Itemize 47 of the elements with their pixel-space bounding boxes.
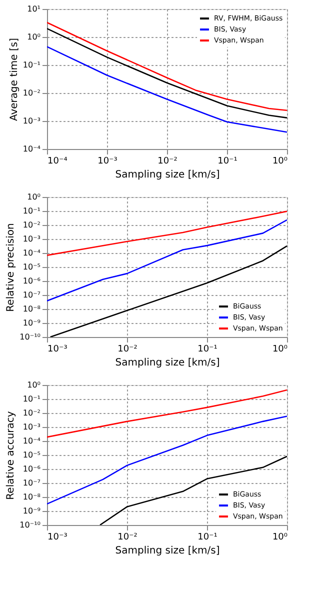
y-tick-label: 10⁻⁹ <box>22 318 40 328</box>
x-tick-label: 10⁰ <box>272 532 288 542</box>
x-axis-title: Sampling size [km/s] <box>115 358 220 368</box>
y-tick-label: 10⁻² <box>22 88 40 98</box>
y-tick-label: 10⁻⁸ <box>22 492 40 502</box>
y-tick-label: 10⁰ <box>27 380 40 390</box>
x-tick-label: 10⁻⁴ <box>48 156 68 166</box>
y-tick-label: 10⁻³ <box>22 422 40 432</box>
y-tick-label: 10⁻⁹ <box>22 506 40 516</box>
y-tick-label: 10⁻³ <box>22 234 40 244</box>
y-tick-label: 10⁻⁴ <box>22 248 40 258</box>
y-tick-label: 10⁻⁸ <box>22 304 40 314</box>
y-tick-label: 10¹ <box>27 4 40 14</box>
y-tick-label: 10⁻⁶ <box>22 464 40 474</box>
x-axis-title: Sampling size [km/s] <box>115 546 220 556</box>
x-tick-label: 10⁻¹ <box>198 344 218 354</box>
x-tick-label: 10⁻² <box>118 344 138 354</box>
x-tick-label: 10⁻¹ <box>198 532 218 542</box>
y-axis-title: Relative accuracy <box>6 411 17 500</box>
y-tick-label: 10⁻¹⁰ <box>20 520 40 530</box>
x-tick-label: 10⁻¹ <box>218 156 238 166</box>
y-tick-label: 10⁻⁵ <box>22 262 40 272</box>
y-axis-title: Relative precision <box>6 223 17 312</box>
y-tick-label: 10⁻² <box>22 220 40 230</box>
y-tick-label: 10⁻⁶ <box>22 276 40 286</box>
x-tick-label: 10⁻³ <box>48 532 68 542</box>
y-tick-label: 10⁻¹⁰ <box>20 332 40 342</box>
y-tick-label: 10⁰ <box>27 192 40 202</box>
y-tick-label: 10⁰ <box>27 32 40 42</box>
x-tick-label: 10⁻³ <box>98 156 118 166</box>
x-tick-label: 10⁻² <box>158 156 178 166</box>
x-tick-label: 10⁻² <box>118 532 138 542</box>
y-tick-label: 10⁻¹ <box>22 394 40 404</box>
x-tick-label: 10⁰ <box>272 156 288 166</box>
y-tick-label: 10⁻¹ <box>22 60 40 70</box>
y-tick-label: 10⁻⁴ <box>22 144 40 154</box>
y-tick-label: 10⁻⁵ <box>22 450 40 460</box>
x-tick-label: 10⁻³ <box>48 344 68 354</box>
y-tick-label: 10⁻⁷ <box>22 478 40 488</box>
y-tick-label: 10⁻⁷ <box>22 290 40 300</box>
y-tick-label: 10⁻² <box>22 408 40 418</box>
y-axis-title: Average time [s] <box>8 38 20 122</box>
x-axis-title: Sampling size [km/s] <box>115 170 220 180</box>
y-tick-label: 10⁻³ <box>22 116 40 126</box>
x-tick-label: 10⁰ <box>272 344 288 354</box>
y-tick-label: 10⁻¹ <box>22 206 40 216</box>
y-tick-label: 10⁻⁴ <box>22 436 40 446</box>
